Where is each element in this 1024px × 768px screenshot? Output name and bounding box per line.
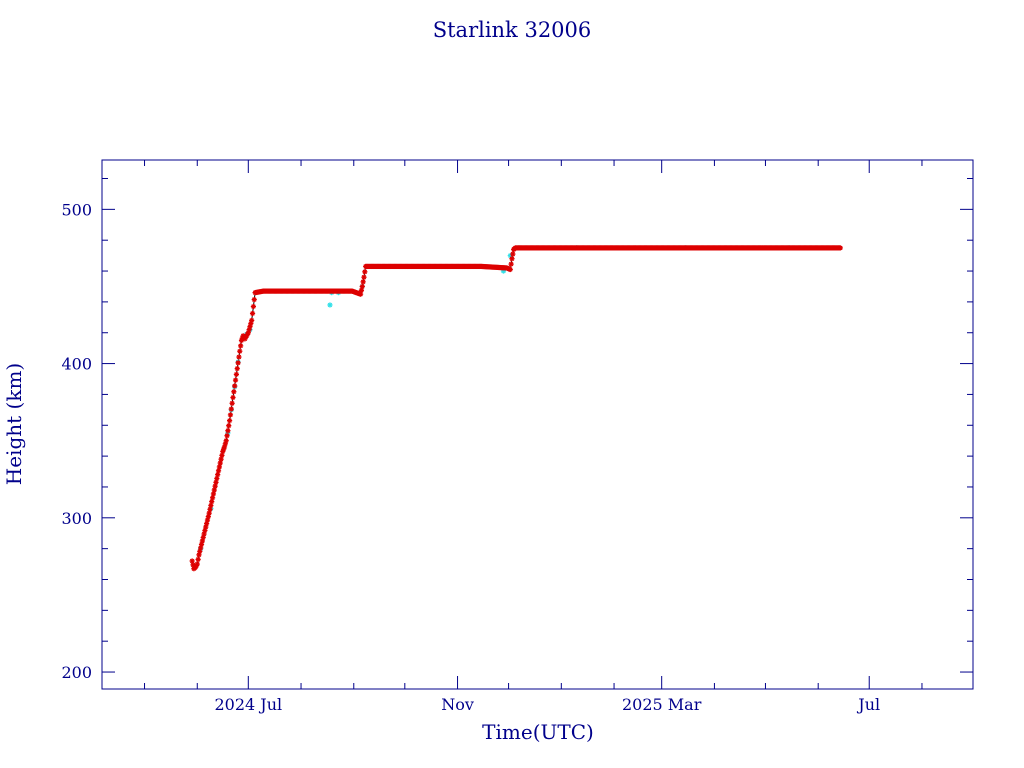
primary-point bbox=[234, 365, 240, 372]
primary-point bbox=[360, 279, 366, 285]
primary-point bbox=[237, 348, 243, 354]
primary-point bbox=[217, 460, 223, 466]
primary-point bbox=[209, 495, 216, 501]
x-tick-label: Jul bbox=[856, 695, 880, 714]
primary-point bbox=[250, 303, 256, 310]
primary-point bbox=[238, 337, 245, 344]
primary-point bbox=[508, 261, 514, 267]
primary-point bbox=[208, 502, 214, 509]
y-tick-label: 400 bbox=[61, 355, 92, 374]
primary-point bbox=[210, 491, 217, 497]
primary-point bbox=[194, 561, 200, 567]
chart-title: Starlink 32006 bbox=[433, 18, 592, 42]
primary-point bbox=[235, 360, 241, 366]
primary-point bbox=[238, 343, 244, 349]
primary-point bbox=[207, 506, 213, 512]
primary-point bbox=[236, 354, 242, 360]
series-primary-points bbox=[189, 245, 843, 572]
primary-point bbox=[231, 389, 237, 395]
plot-frame bbox=[101, 159, 974, 690]
primary-point bbox=[361, 274, 367, 280]
primary-point bbox=[230, 394, 236, 401]
primary-point bbox=[357, 291, 364, 297]
axis-tick-labels: 200 300 400 500 2024 Jul Nov 2025 Mar Jul bbox=[61, 200, 880, 714]
primary-point bbox=[507, 266, 513, 273]
x-axis-label: Time(UTC) bbox=[482, 720, 594, 744]
primary-point bbox=[195, 556, 201, 563]
primary-point bbox=[232, 383, 238, 389]
primary-point bbox=[211, 487, 217, 493]
y-axis-label: Height (km) bbox=[2, 363, 26, 485]
y-tick-label: 300 bbox=[61, 509, 92, 528]
y-tick-label: 200 bbox=[61, 663, 92, 682]
primary-point bbox=[216, 464, 222, 470]
primary-point bbox=[215, 468, 222, 474]
primary-point bbox=[224, 433, 230, 439]
y-tick-label: 500 bbox=[61, 200, 92, 219]
primary-point bbox=[212, 483, 218, 489]
primary-point bbox=[249, 310, 256, 317]
secondary-point bbox=[327, 302, 333, 308]
primary-point bbox=[249, 317, 255, 323]
axis-ticks bbox=[102, 160, 973, 689]
primary-point bbox=[213, 479, 219, 485]
primary-point bbox=[228, 406, 234, 412]
primary-point bbox=[510, 251, 516, 257]
x-tick-label: 2025 Mar bbox=[622, 695, 702, 714]
primary-point bbox=[251, 296, 257, 303]
primary-point bbox=[225, 428, 231, 434]
primary-point bbox=[219, 452, 225, 458]
primary-point bbox=[362, 269, 368, 275]
primary-point bbox=[214, 475, 220, 482]
plot-content bbox=[189, 245, 843, 572]
primary-point bbox=[206, 510, 212, 516]
primary-point bbox=[226, 423, 232, 429]
primary-point bbox=[218, 456, 224, 462]
primary-point bbox=[215, 472, 221, 478]
x-tick-label: Nov bbox=[441, 695, 474, 714]
x-tick-label: 2024 Jul bbox=[214, 695, 282, 714]
primary-point bbox=[227, 412, 234, 418]
primary-point bbox=[245, 330, 251, 336]
primary-point bbox=[509, 256, 515, 262]
primary-point bbox=[358, 287, 365, 293]
primary-point bbox=[189, 558, 195, 564]
primary-point bbox=[229, 400, 235, 406]
primary-point bbox=[223, 438, 229, 444]
primary-point bbox=[232, 377, 239, 383]
primary-point bbox=[226, 418, 233, 424]
primary-point bbox=[209, 499, 215, 505]
primary-point bbox=[837, 245, 843, 251]
primary-point bbox=[359, 283, 365, 290]
primary-point bbox=[233, 371, 239, 377]
series-connecting-line bbox=[191, 247, 841, 570]
